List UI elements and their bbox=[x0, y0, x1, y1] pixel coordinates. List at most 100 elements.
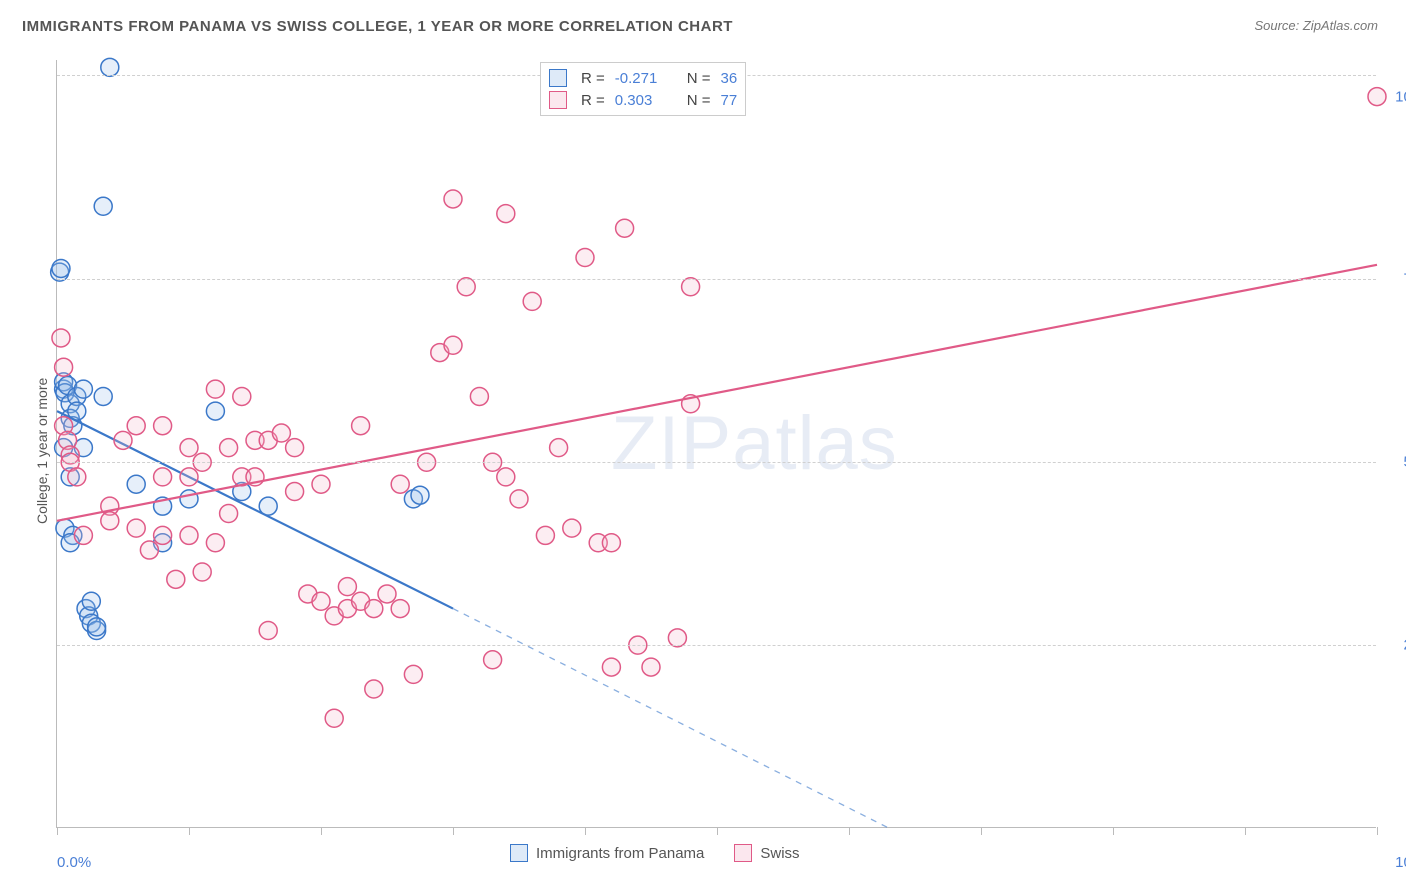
data-point-swiss bbox=[352, 417, 370, 435]
data-point-swiss bbox=[180, 526, 198, 544]
data-point-swiss bbox=[220, 504, 238, 522]
legend-swatch-panama bbox=[510, 844, 528, 862]
regression-line-swiss bbox=[57, 265, 1377, 521]
data-point-swiss bbox=[668, 629, 686, 647]
data-point-swiss bbox=[576, 248, 594, 266]
data-point-swiss bbox=[536, 526, 554, 544]
legend-row-panama: R = -0.271N = 36 bbox=[549, 67, 737, 89]
x-tick bbox=[1377, 827, 1378, 835]
data-point-swiss bbox=[286, 483, 304, 501]
legend-r-value-swiss: 0.303 bbox=[615, 92, 671, 109]
data-point-panama bbox=[82, 592, 100, 610]
x-tick bbox=[189, 827, 190, 835]
series-legend: Immigrants from Panama Swiss bbox=[510, 844, 800, 862]
data-point-swiss bbox=[140, 541, 158, 559]
correlation-legend: R = -0.271N = 36R = 0.303N = 77 bbox=[540, 62, 746, 116]
data-point-panama bbox=[88, 618, 106, 636]
data-point-swiss bbox=[193, 563, 211, 581]
data-point-swiss bbox=[167, 570, 185, 588]
data-point-swiss bbox=[154, 468, 172, 486]
data-point-swiss bbox=[682, 278, 700, 296]
x-tick bbox=[585, 827, 586, 835]
x-tick bbox=[1113, 827, 1114, 835]
legend-n-label: N = bbox=[687, 92, 711, 109]
legend-item-panama: Immigrants from Panama bbox=[510, 844, 704, 862]
data-point-swiss bbox=[68, 468, 86, 486]
data-point-swiss bbox=[444, 190, 462, 208]
data-point-swiss bbox=[180, 468, 198, 486]
data-point-swiss bbox=[497, 205, 515, 223]
x-tick bbox=[57, 827, 58, 835]
x-tick bbox=[981, 827, 982, 835]
data-point-swiss bbox=[312, 475, 330, 493]
scatter-svg bbox=[57, 60, 1377, 828]
data-point-swiss bbox=[550, 439, 568, 457]
legend-swatch-swiss bbox=[549, 91, 567, 109]
data-point-swiss bbox=[602, 534, 620, 552]
x-tick bbox=[453, 827, 454, 835]
data-point-swiss bbox=[55, 358, 73, 376]
data-point-panama bbox=[94, 197, 112, 215]
data-point-swiss bbox=[325, 709, 343, 727]
data-point-panama bbox=[94, 387, 112, 405]
legend-r-value-panama: -0.271 bbox=[615, 70, 671, 87]
data-point-swiss bbox=[391, 475, 409, 493]
data-point-swiss bbox=[365, 680, 383, 698]
data-point-swiss bbox=[101, 512, 119, 530]
data-point-swiss bbox=[1368, 88, 1386, 106]
data-point-swiss bbox=[404, 665, 422, 683]
gridline-h bbox=[57, 462, 1376, 463]
data-point-panama bbox=[101, 58, 119, 76]
data-point-swiss bbox=[523, 292, 541, 310]
x-tick-label: 100.0% bbox=[1395, 854, 1406, 871]
chart-title: IMMIGRANTS FROM PANAMA VS SWISS COLLEGE,… bbox=[22, 18, 733, 35]
x-tick bbox=[321, 827, 322, 835]
data-point-swiss bbox=[616, 219, 634, 237]
y-axis-label: College, 1 year or more bbox=[34, 378, 50, 524]
data-point-panama bbox=[411, 486, 429, 504]
data-point-swiss bbox=[338, 578, 356, 596]
data-point-swiss bbox=[497, 468, 515, 486]
data-point-swiss bbox=[312, 592, 330, 610]
legend-n-label: N = bbox=[687, 70, 711, 87]
legend-r-label: R = bbox=[581, 70, 605, 87]
legend-label-swiss: Swiss bbox=[760, 845, 799, 862]
data-point-swiss bbox=[206, 380, 224, 398]
data-point-swiss bbox=[470, 387, 488, 405]
data-point-swiss bbox=[391, 600, 409, 618]
source-attribution: Source: ZipAtlas.com bbox=[1254, 18, 1378, 33]
x-tick-label: 0.0% bbox=[57, 854, 91, 871]
data-point-panama bbox=[74, 380, 92, 398]
data-point-swiss bbox=[510, 490, 528, 508]
legend-swatch-panama bbox=[549, 69, 567, 87]
data-point-panama bbox=[127, 475, 145, 493]
data-point-swiss bbox=[220, 439, 238, 457]
legend-n-value-swiss: 77 bbox=[721, 92, 738, 109]
data-point-panama bbox=[206, 402, 224, 420]
data-point-swiss bbox=[286, 439, 304, 457]
legend-label-panama: Immigrants from Panama bbox=[536, 845, 704, 862]
legend-swatch-swiss bbox=[734, 844, 752, 862]
legend-r-label: R = bbox=[581, 92, 605, 109]
data-point-panama bbox=[180, 490, 198, 508]
chart-plot-area: ZIPatlas 25.0%50.0%75.0%100.0%0.0%100.0% bbox=[56, 60, 1376, 828]
data-point-swiss bbox=[52, 329, 70, 347]
legend-row-swiss: R = 0.303 N = 77 bbox=[549, 89, 737, 111]
data-point-swiss bbox=[444, 336, 462, 354]
data-point-swiss bbox=[154, 526, 172, 544]
x-tick bbox=[717, 827, 718, 835]
gridline-h bbox=[57, 279, 1376, 280]
x-tick bbox=[1245, 827, 1246, 835]
data-point-swiss bbox=[74, 526, 92, 544]
data-point-swiss bbox=[484, 651, 502, 669]
data-point-swiss bbox=[457, 278, 475, 296]
legend-item-swiss: Swiss bbox=[734, 844, 799, 862]
data-point-swiss bbox=[642, 658, 660, 676]
data-point-swiss bbox=[563, 519, 581, 537]
data-point-swiss bbox=[365, 600, 383, 618]
data-point-swiss bbox=[180, 439, 198, 457]
data-point-swiss bbox=[272, 424, 290, 442]
data-point-swiss bbox=[114, 431, 132, 449]
data-point-swiss bbox=[378, 585, 396, 603]
data-point-swiss bbox=[206, 534, 224, 552]
